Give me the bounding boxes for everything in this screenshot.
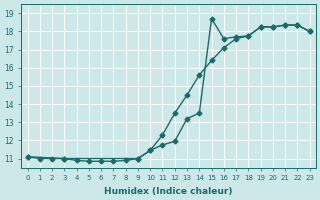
X-axis label: Humidex (Indice chaleur): Humidex (Indice chaleur) [104,187,233,196]
